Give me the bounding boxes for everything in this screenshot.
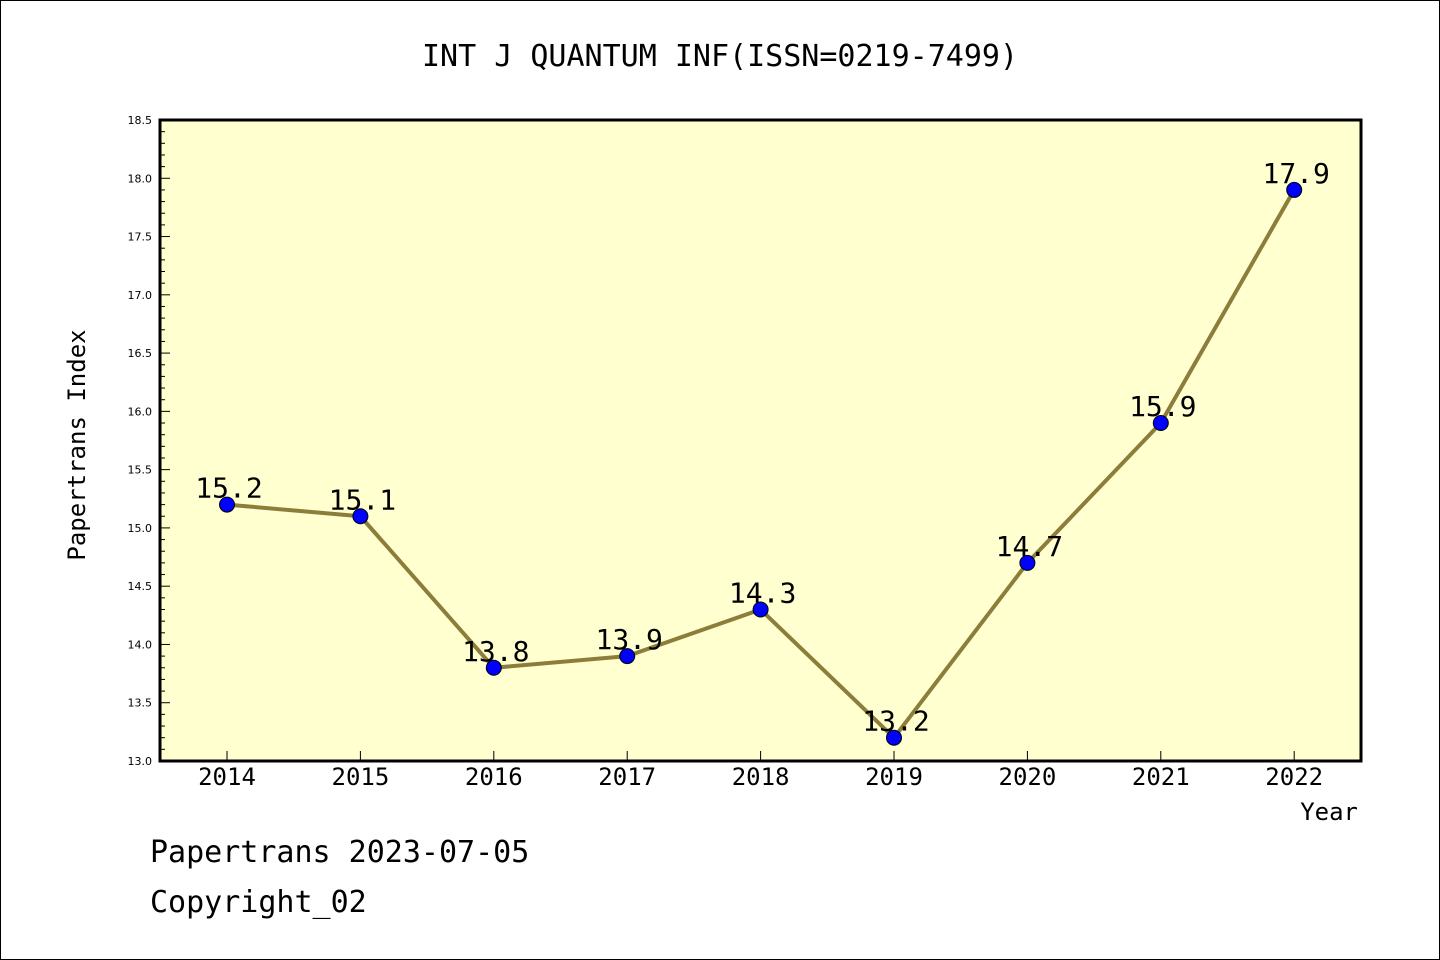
y-tick-label: 17.0 — [128, 289, 153, 302]
y-tick-label: 16.5 — [128, 347, 153, 360]
y-axis: 13.0 13.5 14.0 14.5 15.0 15.5 16.0 16.5 17.0 17.5… — [128, 114, 170, 768]
data-label: 14.3 — [729, 576, 796, 609]
data-labels: 15.2 15.1 13.8 13.9 14.3 13.2 14.7 15.9 17.9 — [195, 157, 1330, 738]
x-tick-label: 2020 — [999, 763, 1057, 791]
y-tick-label: 14.0 — [128, 638, 153, 651]
chart-title: INT J QUANTUM INF(ISSN=0219-7499) — [422, 39, 1018, 74]
x-tick-label: 2018 — [732, 763, 790, 791]
x-tick-label: 2016 — [465, 763, 523, 791]
plot-area — [158, 118, 1363, 763]
y-axis-title: Papertrans Index — [63, 329, 91, 560]
x-tick-label: 2015 — [332, 763, 390, 791]
data-point — [1152, 415, 1169, 432]
x-tick-label: 2014 — [198, 763, 256, 791]
y-tick-label: 18.5 — [128, 114, 153, 127]
footer-copyright: Copyright_02 — [150, 885, 367, 920]
data-point — [485, 659, 502, 676]
y-tick-label: 14.5 — [128, 580, 153, 593]
data-point — [1019, 554, 1036, 571]
data-point — [352, 508, 369, 525]
footer-stamp: Papertrans 2023-07-05 — [150, 835, 530, 870]
data-label: 13.2 — [862, 705, 929, 738]
y-tick-label: 13.0 — [128, 755, 153, 768]
y-tick-label: 17.5 — [128, 231, 153, 244]
x-axis-title: Year — [1300, 798, 1358, 826]
data-label: 15.9 — [1129, 390, 1196, 423]
data-point — [1286, 181, 1303, 198]
y-tick-label: 16.0 — [128, 405, 153, 418]
y-tick-label: 15.5 — [128, 464, 153, 477]
x-tick-label: 2019 — [865, 763, 923, 791]
data-point — [752, 601, 769, 618]
data-point — [619, 648, 636, 665]
y-tick-label: 15.0 — [128, 522, 153, 535]
data-points — [219, 181, 1303, 746]
data-label: 15.2 — [195, 472, 262, 505]
data-label: 17.9 — [1262, 157, 1329, 190]
x-tick-label: 2017 — [598, 763, 656, 791]
y-tick-label: 13.5 — [128, 697, 153, 710]
x-axis: 2014 2015 2016 2017 2018 2019 2020 2021 2022 — [198, 751, 1323, 791]
data-point — [219, 496, 235, 513]
data-label: 13.9 — [595, 623, 662, 656]
data-point — [886, 729, 902, 746]
data-label: 14.7 — [996, 530, 1063, 563]
x-tick-label: 2022 — [1265, 763, 1323, 791]
x-tick-label: 2021 — [1132, 763, 1190, 791]
data-label: 15.1 — [329, 483, 396, 516]
y-tick-label: 18.0 — [128, 172, 153, 185]
data-label: 13.8 — [462, 635, 529, 668]
